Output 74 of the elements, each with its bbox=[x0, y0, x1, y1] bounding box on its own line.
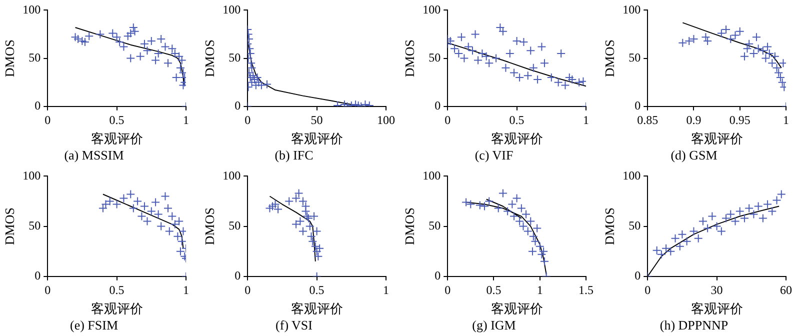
text: (e) FSIM bbox=[70, 318, 118, 333]
x-tick-label: 1 bbox=[583, 112, 589, 127]
x-axis-title: 客观评价 bbox=[90, 301, 143, 316]
y-tick-label: 100 bbox=[422, 2, 441, 16]
x-tick-label: 0 bbox=[644, 282, 651, 297]
x-axis-title: 客观评价 bbox=[90, 131, 143, 146]
x-tick-label: 0.9 bbox=[686, 112, 702, 127]
x-tick-label: 1 bbox=[183, 282, 189, 297]
y-tick-label: 50 bbox=[628, 218, 641, 232]
x-tick-label: 1.5 bbox=[578, 282, 594, 297]
x-tick-label: 1 bbox=[783, 112, 789, 127]
x-tick-label: 0.95 bbox=[729, 112, 750, 127]
x-tick-label: 100 bbox=[377, 112, 395, 127]
x-tick-label: 0.5 bbox=[486, 282, 502, 297]
x-tick-label: 1 bbox=[383, 282, 389, 297]
x-tick-label: 1 bbox=[536, 282, 543, 297]
x-tick-label: 0 bbox=[44, 282, 51, 297]
x-tick-label: 0.5 bbox=[109, 282, 124, 297]
y-tick-label: 0 bbox=[434, 98, 441, 113]
x-tick-label: 0 bbox=[244, 282, 251, 297]
y-tick-label: 0 bbox=[634, 268, 641, 283]
x-tick-label: 30 bbox=[710, 282, 723, 297]
text: (f) VSI bbox=[276, 318, 312, 333]
y-tick-label: 50 bbox=[28, 218, 41, 232]
y-tick-label: 0 bbox=[34, 98, 41, 113]
y-tick-label: 100 bbox=[622, 2, 641, 16]
y-tick-label: 50 bbox=[428, 50, 441, 64]
y-tick-label: 0 bbox=[434, 268, 441, 283]
y-tick-label: 100 bbox=[422, 168, 441, 182]
x-axis-title: 客观评价 bbox=[690, 131, 743, 146]
y-tick-label: 50 bbox=[228, 50, 241, 64]
y-axis-title: DMOS bbox=[2, 208, 18, 246]
y-tick-label: 100 bbox=[622, 168, 641, 182]
y-tick-label: 50 bbox=[628, 50, 641, 64]
y-axis-title: DMOS bbox=[602, 40, 618, 78]
x-axis-title: 客观评价 bbox=[290, 131, 343, 146]
y-tick-label: 0 bbox=[234, 268, 241, 283]
text: (g) IGM bbox=[472, 318, 516, 333]
text: (c) VIF bbox=[474, 148, 514, 163]
y-tick-label: 100 bbox=[22, 168, 41, 182]
y-tick-label: 100 bbox=[222, 2, 241, 16]
y-axis-title: DMOS bbox=[602, 208, 618, 246]
x-tick-label: 1 bbox=[183, 112, 189, 127]
y-tick-label: 0 bbox=[634, 98, 641, 113]
text: (h) DPPNNP bbox=[660, 318, 728, 333]
y-axis-title: DMOS bbox=[402, 40, 418, 78]
y-tick-label: 100 bbox=[222, 168, 241, 182]
y-tick-label: 100 bbox=[22, 2, 41, 16]
x-tick-label: 60 bbox=[780, 282, 792, 297]
y-axis-title: DMOS bbox=[202, 40, 218, 78]
y-tick-label: 50 bbox=[428, 218, 441, 232]
y-tick-label: 0 bbox=[34, 268, 41, 283]
x-tick-label: 0 bbox=[44, 112, 51, 127]
x-tick-label: 0.5 bbox=[109, 112, 124, 127]
text: (b) IFC bbox=[274, 148, 314, 163]
x-tick-label: 0.85 bbox=[637, 112, 658, 127]
y-tick-label: 0 bbox=[234, 98, 241, 113]
text: (a) MSSIM bbox=[64, 148, 124, 163]
y-axis-title: DMOS bbox=[202, 208, 218, 246]
x-tick-label: 0 bbox=[444, 112, 451, 127]
x-axis-title: 客观评价 bbox=[490, 131, 543, 146]
x-axis-title: 客观评价 bbox=[490, 301, 543, 316]
y-axis-title: DMOS bbox=[2, 40, 18, 78]
y-tick-label: 50 bbox=[28, 50, 41, 64]
x-tick-label: 0.5 bbox=[309, 282, 324, 297]
y-axis-title: DMOS bbox=[402, 208, 418, 246]
y-tick-label: 50 bbox=[228, 218, 241, 232]
x-tick-label: 0.5 bbox=[509, 112, 524, 127]
x-tick-label: 50 bbox=[310, 112, 323, 127]
x-tick-label: 0 bbox=[244, 112, 251, 127]
text: (d) GSM bbox=[670, 148, 718, 163]
x-axis-title: 客观评价 bbox=[690, 301, 743, 316]
x-axis-title: 客观评价 bbox=[290, 301, 343, 316]
x-tick-label: 0 bbox=[444, 282, 451, 297]
